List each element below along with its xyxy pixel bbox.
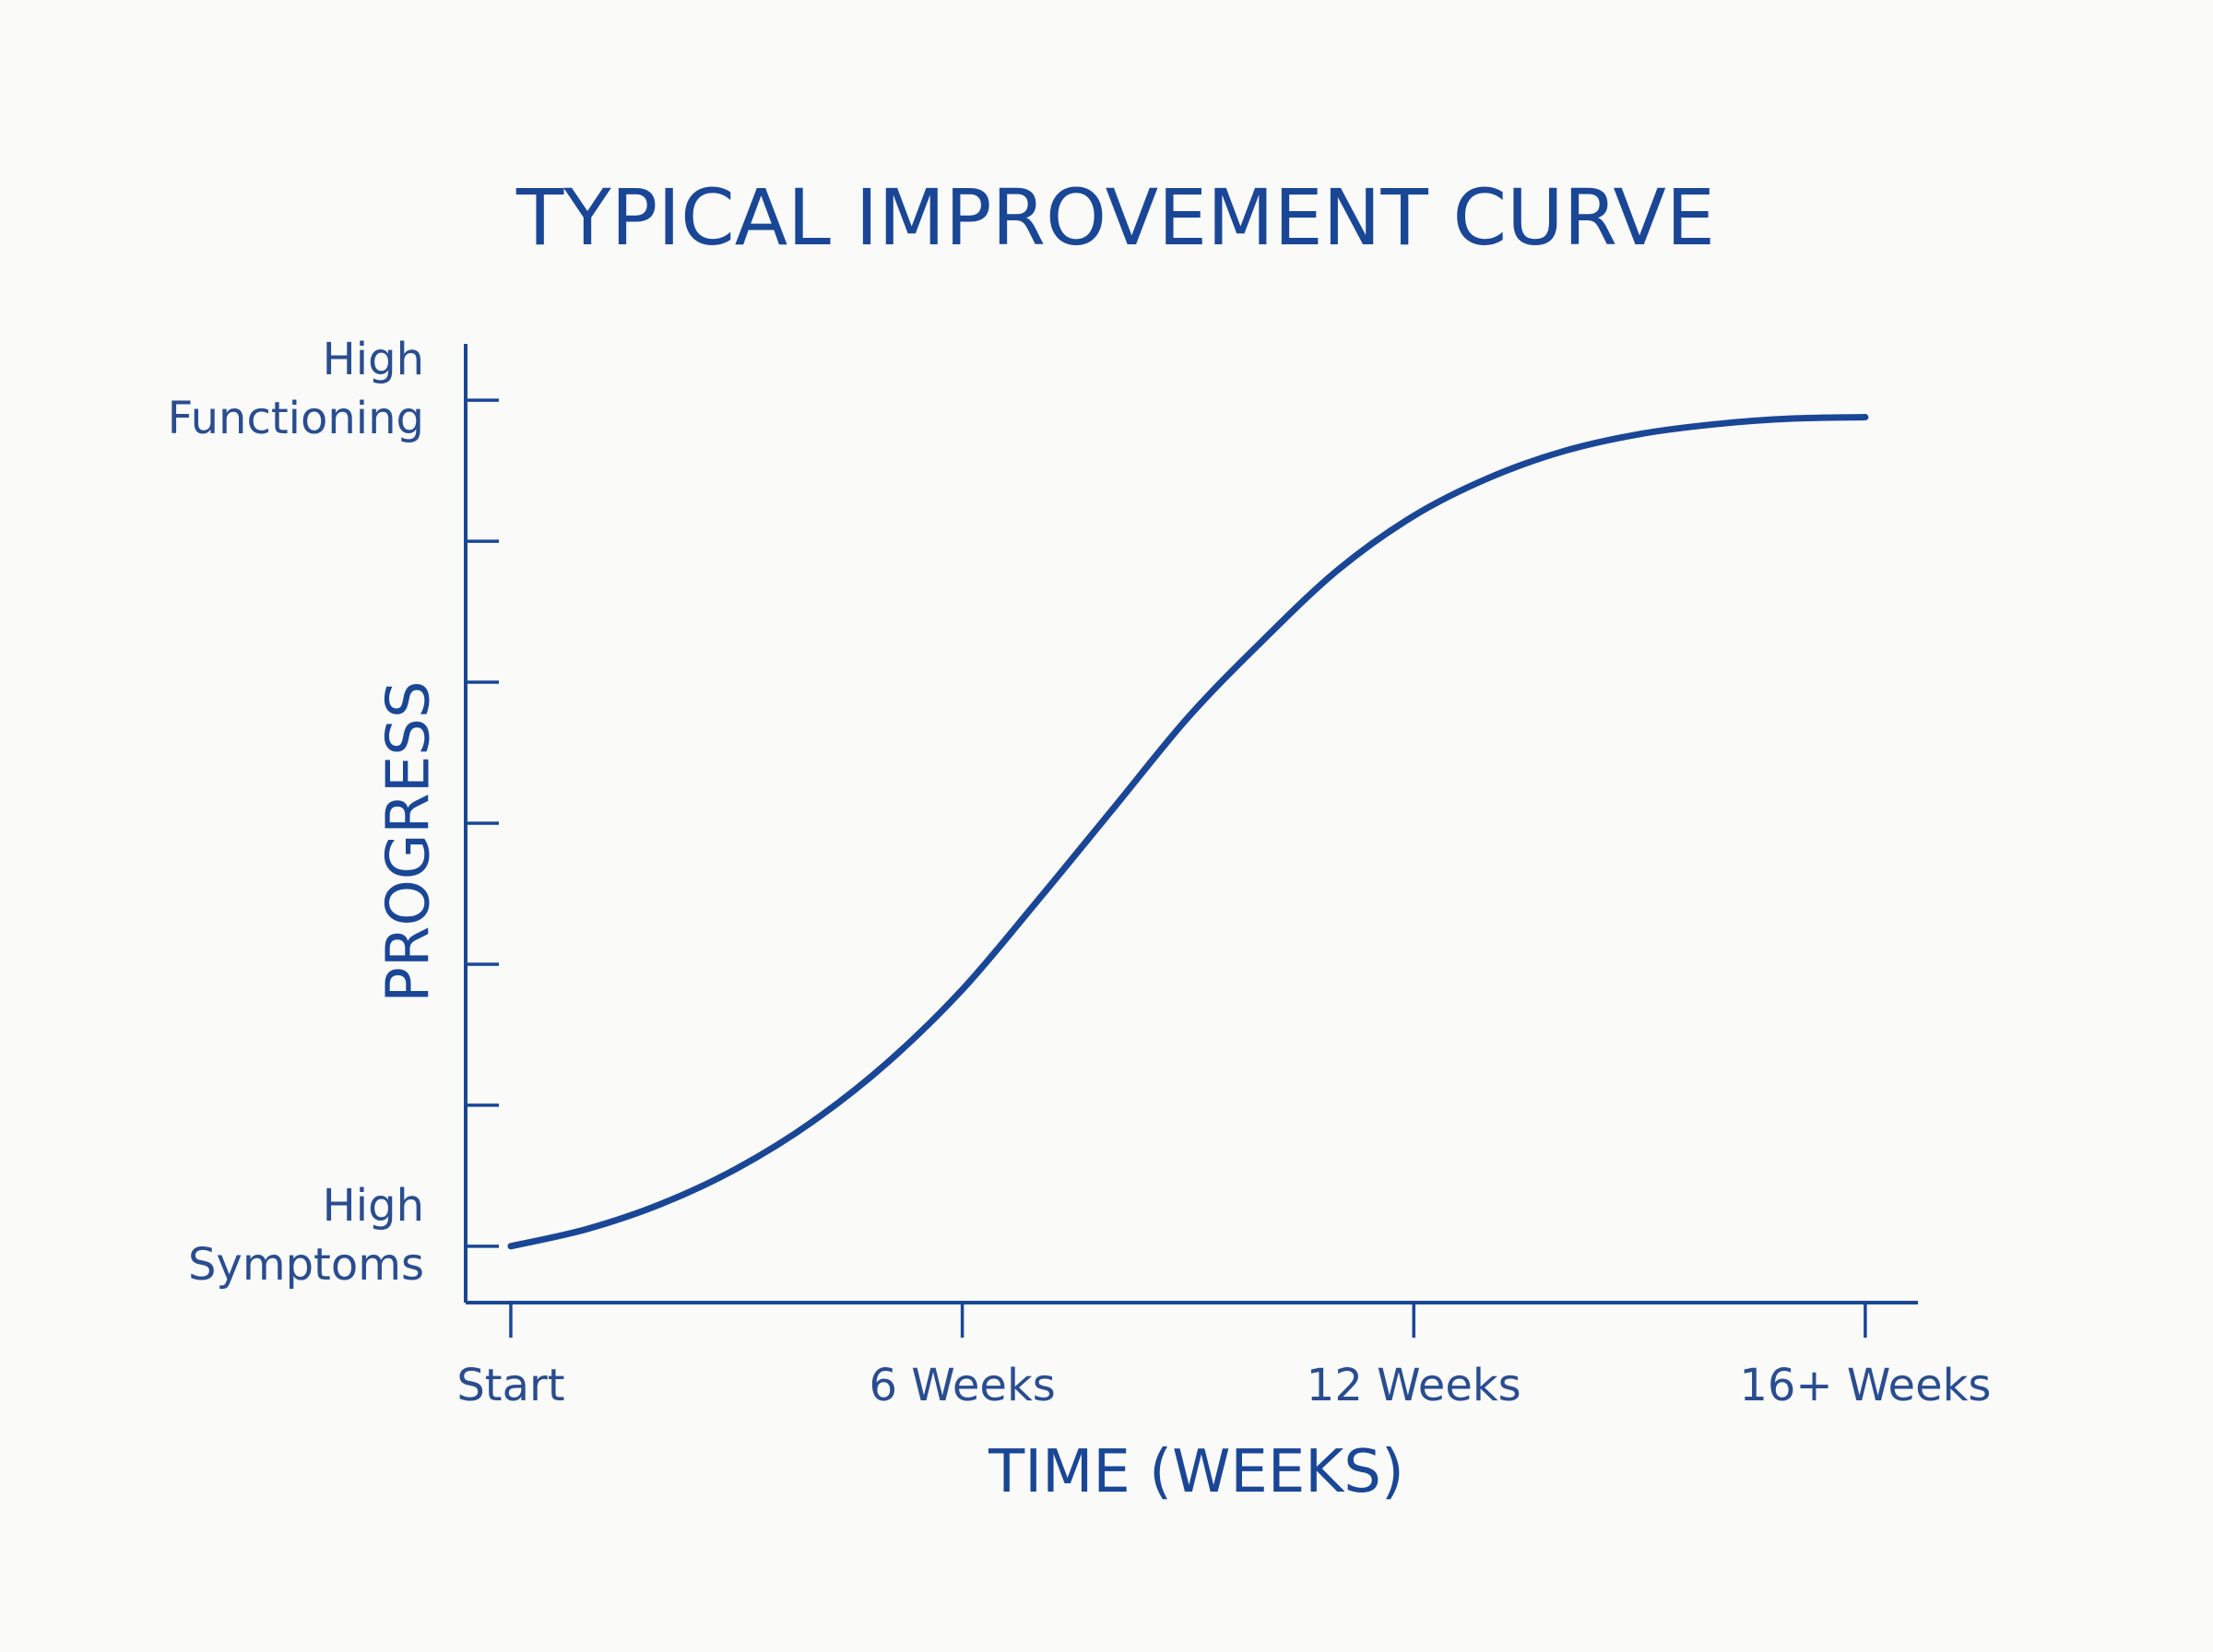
x-axis-tick-labels: Start 6 Weeks 12 Weeks 16+ Weeks [456, 1360, 1991, 1411]
y-axis-ticks [466, 398, 499, 1248]
x-axis-ticks [509, 1303, 1867, 1338]
x-tick-label: Start [456, 1360, 564, 1411]
x-tick-label: 6 Weeks [869, 1360, 1055, 1411]
x-tick-label: 16+ Weeks [1739, 1360, 1991, 1411]
y-axis-title: PROGRESS [375, 680, 444, 1002]
x-axis-title: TIME (WEEKS) [988, 1438, 1404, 1506]
y-tick-label: High Functioning [168, 334, 424, 444]
chart-title: TYPICAL IMPROVEMENT CURVE [515, 172, 1715, 263]
y-tick-label: High Symptoms [188, 1180, 424, 1291]
x-tick-label: 12 Weeks [1307, 1360, 1521, 1411]
series-line-progress [507, 414, 1869, 1250]
y-axis-tick-labels: High Symptoms High Functioning [168, 334, 424, 1291]
series-group [507, 414, 1869, 1250]
